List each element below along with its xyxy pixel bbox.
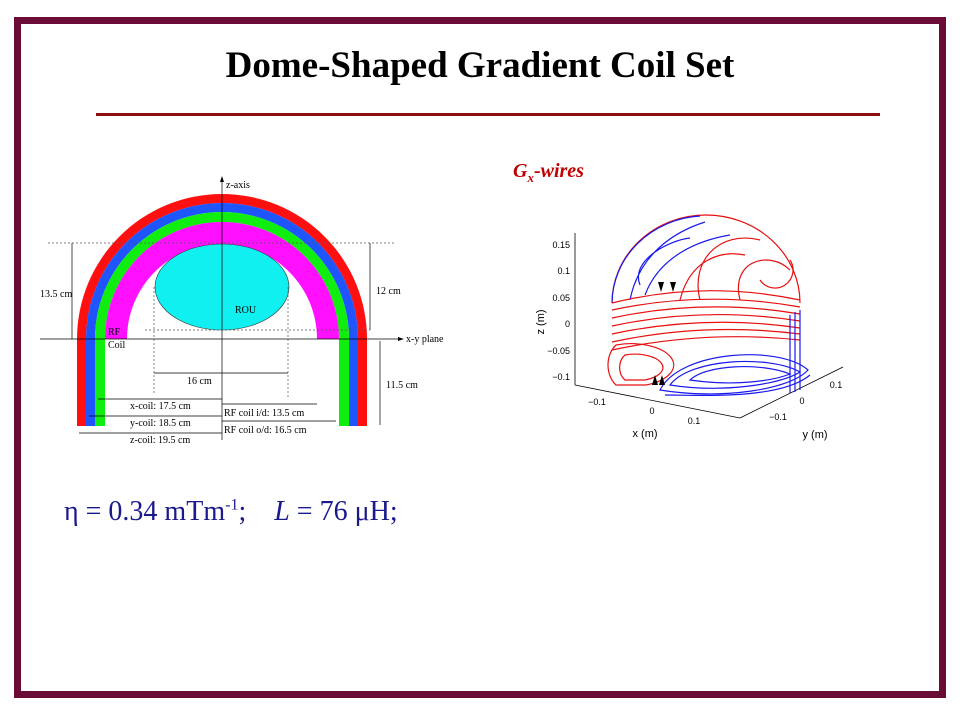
z-tick: −0.05 [547, 346, 570, 356]
plot-title: Gx-wires [513, 160, 584, 185]
rf-od-label: RF coil o/d: 16.5 cm [224, 425, 307, 436]
wire-curves [607, 214, 811, 397]
z-axis-label: z (m) [535, 309, 547, 334]
height-12-label: 12 cm [376, 286, 401, 297]
slide-frame [14, 17, 946, 698]
z-tick: 0.05 [552, 293, 570, 303]
xy-plane-label: x-y plane [406, 334, 444, 345]
z-tick: 0.15 [552, 240, 570, 250]
z-tick: 0 [565, 319, 570, 329]
y-tick: −0.1 [769, 412, 787, 422]
slide-title: Dome-Shaped Gradient Coil Set [225, 45, 735, 86]
x-coil-label: x-coil: 17.5 cm [130, 401, 191, 412]
coil-label: Coil [108, 340, 125, 351]
y-axis-label: y (m) [802, 429, 827, 441]
y-tick: 0.1 [830, 380, 843, 390]
rf-id-label: RF coil i/d: 13.5 cm [224, 408, 305, 419]
x-tick: −0.1 [588, 397, 606, 407]
height-11-5-label: 11.5 cm [386, 380, 418, 391]
z-tick: 0.1 [557, 266, 570, 276]
x-tick: 0 [649, 406, 654, 416]
coil-cross-section-diagram: z-axis x-y plane ROU RF Coil 13.5 cm 12 … [40, 176, 444, 446]
height-13-5-label: 13.5 cm [40, 289, 72, 300]
gx-wires-3d-plot: 0.15 0.1 0.05 0 −0.05 −0.1 z (m) −0.1 0 … [535, 214, 844, 441]
plot-axes [574, 233, 844, 419]
z-axis-label: z-axis [226, 180, 250, 191]
arrow-up-icon [652, 375, 665, 385]
coil-parameters-equation: η = 0.34 mTm-1; L = 76 μH; [64, 496, 398, 527]
x-axis-label: x (m) [632, 428, 657, 440]
rf-label: RF [108, 327, 121, 338]
y-coil-label: y-coil: 18.5 cm [130, 418, 191, 429]
rou-label: ROU [235, 305, 257, 316]
z-tick: −0.1 [552, 372, 570, 382]
rf-coil-band [105, 222, 339, 339]
arrow-down-icon [658, 282, 676, 292]
z-coil-label: z-coil: 19.5 cm [130, 435, 190, 446]
title-rule [96, 113, 880, 116]
z-ticks: 0.15 0.1 0.05 0 −0.05 −0.1 [547, 240, 570, 382]
current-arrows [652, 282, 676, 385]
y-tick: 0 [799, 396, 804, 406]
x-tick: 0.1 [688, 416, 701, 426]
width-16-label: 16 cm [187, 376, 212, 387]
